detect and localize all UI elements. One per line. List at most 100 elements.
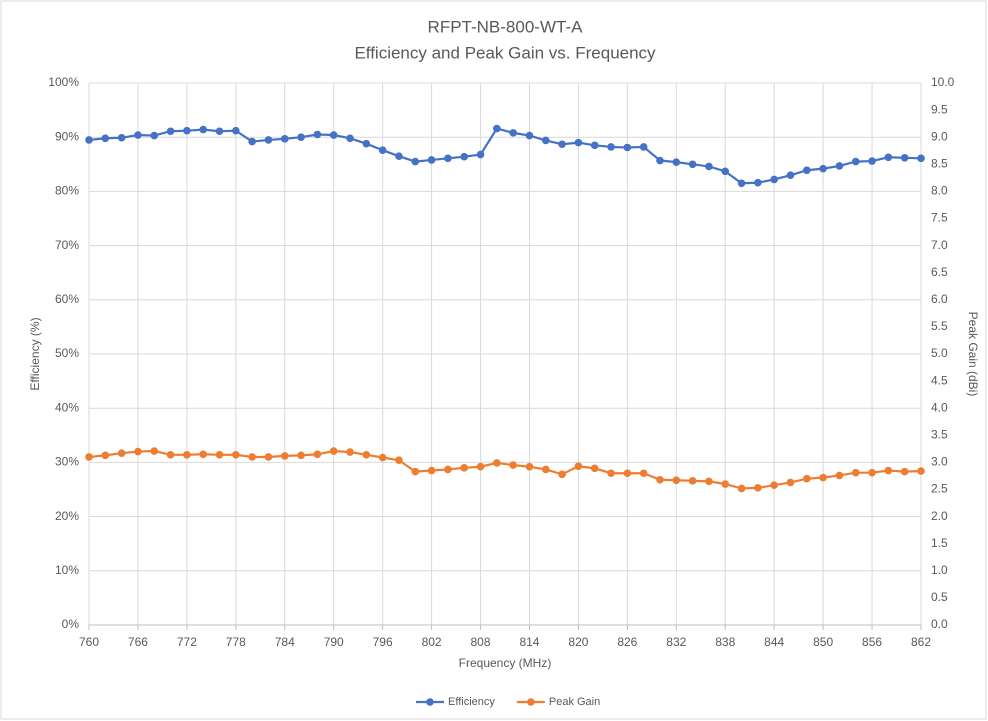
data-point [346, 134, 354, 143]
data-point [721, 480, 730, 488]
x-tick-label: 820 [568, 635, 588, 649]
y-tick-label: 60% [55, 292, 79, 306]
x-tick-label: 772 [177, 635, 197, 649]
series-line [88, 127, 922, 185]
data-point [264, 453, 273, 461]
data-point [117, 449, 126, 457]
data-point [199, 125, 207, 134]
data-point [313, 450, 322, 459]
data-point [770, 175, 778, 184]
data-point [656, 156, 664, 165]
data-point [868, 468, 876, 477]
data-point [900, 467, 909, 476]
x-tick-label: 784 [275, 635, 295, 649]
data-point [851, 157, 860, 166]
data-point [476, 150, 485, 159]
data-point [264, 136, 273, 144]
data-point [574, 138, 583, 147]
data-point [378, 146, 387, 155]
x-tick-label: 862 [911, 635, 931, 649]
y2-tick-label: 0.0 [931, 617, 948, 631]
data-point [688, 477, 697, 485]
data-point [688, 160, 697, 169]
legend-label: Efficiency [448, 696, 495, 708]
data-point [558, 140, 566, 149]
y-tick-label: 90% [55, 129, 79, 143]
y2-tick-label: 1.0 [931, 563, 948, 577]
data-point [411, 157, 420, 166]
data-point [868, 157, 876, 165]
data-point [297, 133, 305, 141]
data-point [786, 478, 795, 487]
y2-tick-label: 3.5 [931, 427, 948, 441]
data-point [737, 179, 746, 188]
y2-tick-label: 2.0 [931, 509, 948, 523]
data-point [525, 462, 534, 471]
data-point [884, 153, 893, 162]
data-point [427, 156, 436, 164]
data-point [623, 469, 632, 478]
data-point [134, 131, 142, 139]
data-point [607, 469, 615, 478]
data-point [493, 124, 501, 133]
data-point [672, 158, 681, 166]
x-tick-label: 832 [666, 635, 686, 649]
data-point [248, 137, 256, 146]
data-point [362, 451, 371, 459]
x-tick-label: 838 [715, 635, 735, 649]
x-tick-label: 760 [79, 635, 99, 649]
data-point [574, 462, 583, 470]
x-tick-label: 790 [324, 635, 344, 649]
y2-tick-label: 9.5 [931, 102, 948, 116]
y2-tick-label: 1.5 [931, 536, 948, 550]
y2-tick-label: 2.5 [931, 482, 948, 496]
y2-tick-label: 4.0 [931, 400, 948, 414]
y-tick-label: 40% [55, 400, 79, 414]
data-point [737, 484, 746, 493]
data-point [786, 171, 795, 179]
data-point [378, 453, 387, 462]
data-point [101, 134, 110, 143]
y-tick-label: 10% [55, 563, 79, 577]
data-point [656, 475, 664, 484]
data-point [280, 452, 289, 460]
x-tick-label: 850 [813, 635, 833, 649]
data-point [590, 141, 599, 150]
y2-tick-label: 6.0 [931, 292, 948, 306]
data-point [460, 152, 469, 161]
data-point [134, 447, 142, 456]
data-point [819, 164, 827, 173]
y2-tick-label: 3.0 [931, 455, 948, 469]
data-point [329, 447, 338, 455]
data-point [183, 451, 191, 459]
data-point [117, 133, 126, 142]
data-point [639, 143, 648, 151]
y-tick-label: 20% [55, 509, 79, 523]
data-point [493, 459, 501, 467]
data-point [395, 456, 403, 465]
data-point [819, 473, 827, 482]
data-point [444, 154, 452, 163]
data-point [395, 152, 403, 160]
data-point [166, 451, 175, 459]
data-point [705, 162, 713, 171]
data-point [639, 469, 648, 478]
data-point [623, 143, 632, 152]
data-point [525, 131, 534, 140]
data-point [835, 471, 844, 480]
data-point [884, 466, 893, 475]
data-point [248, 453, 256, 461]
data-point [313, 130, 322, 139]
x-tick-label: 766 [128, 635, 148, 649]
x-tick-label: 778 [226, 635, 246, 649]
y-tick-label: 0% [62, 617, 80, 631]
legend-marker [426, 698, 434, 706]
data-point [803, 166, 811, 175]
data-point [754, 178, 762, 187]
data-point [215, 127, 224, 136]
data-point [232, 126, 240, 135]
data-point [444, 465, 452, 474]
legend-marker [527, 698, 535, 706]
